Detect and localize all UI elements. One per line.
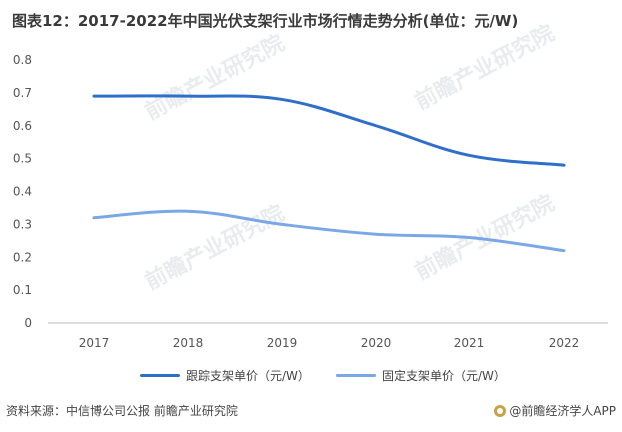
y-tick-label: 0.5 xyxy=(13,152,32,166)
brand-label: @前瞻经济学人APP xyxy=(509,404,616,418)
y-axis: 0 0.1 0.2 0.3 0.4 0.5 0.6 0.7 0.8 xyxy=(13,53,32,330)
legend-swatch-tracking xyxy=(140,374,180,377)
brand-logo-icon xyxy=(494,404,507,417)
x-axis: 2017 2018 2019 2020 2021 2022 xyxy=(79,336,580,350)
y-tick-label: 0.8 xyxy=(13,53,32,67)
y-tick-label: 0.4 xyxy=(13,185,32,199)
legend-swatch-fixed xyxy=(336,374,376,377)
y-tick-label: 0.1 xyxy=(13,283,32,297)
x-tick-label: 2017 xyxy=(79,336,110,350)
watermark-text: 前瞻产业研究院 xyxy=(411,20,559,115)
series-line-tracking xyxy=(92,94,566,167)
legend-label-fixed: 固定支架单价（元/W） xyxy=(382,369,506,383)
y-tick-label: 0.2 xyxy=(13,250,32,264)
x-tick-label: 2021 xyxy=(454,336,485,350)
series-line-fixed xyxy=(92,209,566,253)
source-note: 资料来源：中信博公司公报 前瞻产业研究院 xyxy=(6,404,238,418)
series-layer xyxy=(92,94,566,253)
x-tick-label: 2018 xyxy=(173,336,204,350)
watermark-text: 前瞻产业研究院 xyxy=(141,30,289,125)
chart-title: 图表12：2017-2022年中国光伏支架行业市场行情走势分析(单位：元/W) xyxy=(12,12,519,30)
brand-mark: @前瞻经济学人APP xyxy=(494,402,616,419)
legend-label-tracking: 跟踪支架单价（元/W） xyxy=(186,369,310,383)
legend-item-tracking[interactable]: 跟踪支架单价（元/W） xyxy=(140,367,310,384)
legend: 跟踪支架单价（元/W） 固定支架单价（元/W） xyxy=(0,367,622,387)
legend-item-fixed[interactable]: 固定支架单价（元/W） xyxy=(336,367,506,384)
footer: 资料来源：中信博公司公报 前瞻产业研究院 @前瞻经济学人APP xyxy=(6,402,616,420)
y-tick-label: 0.6 xyxy=(13,119,32,133)
x-tick-label: 2020 xyxy=(361,336,392,350)
x-tick-label: 2019 xyxy=(267,336,298,350)
y-tick-label: 0 xyxy=(24,316,32,330)
y-tick-label: 0.3 xyxy=(13,217,32,231)
x-tick-label: 2022 xyxy=(549,336,580,350)
y-tick-label: 0.7 xyxy=(13,86,32,100)
